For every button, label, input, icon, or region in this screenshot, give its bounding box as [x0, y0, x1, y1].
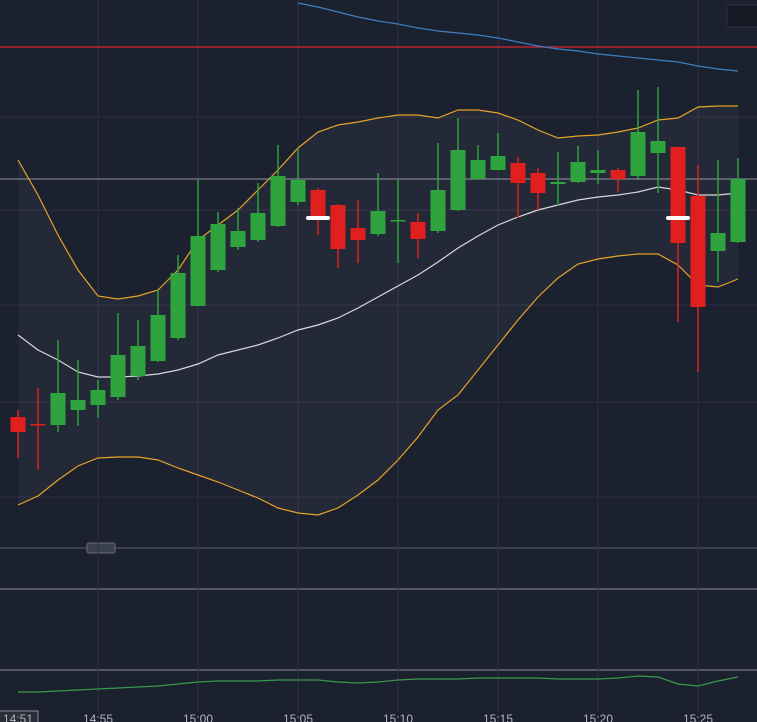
- candle-body: [370, 211, 386, 234]
- candle-body: [590, 170, 606, 173]
- crosshair-label-box: [0, 710, 39, 722]
- candle-body: [70, 400, 86, 410]
- candle-body: [450, 150, 466, 210]
- line-series: [18, 675, 739, 693]
- pane-handle[interactable]: [86, 542, 116, 554]
- candle-body: [610, 170, 626, 179]
- candle-body: [470, 160, 486, 179]
- line-series: [17, 253, 739, 516]
- line-series: [17, 105, 738, 300]
- candle-body: [690, 196, 706, 307]
- line-series: [297, 2, 739, 72]
- x-tick-label: 15:05: [283, 712, 313, 722]
- candle-body: [250, 213, 266, 240]
- x-tick-label: 15:10: [383, 712, 413, 722]
- candle-body: [570, 162, 586, 182]
- x-tick-label: 15:15: [483, 712, 513, 722]
- x-tick-label: 15:25: [683, 712, 713, 722]
- candle-body: [310, 190, 326, 218]
- candle-body: [110, 355, 126, 397]
- candle-body: [550, 182, 566, 184]
- candle-body: [50, 393, 66, 425]
- candle-body: [270, 176, 286, 226]
- x-tick-label: 15:00: [183, 712, 213, 722]
- crosshair-label: 14:51: [3, 712, 33, 722]
- candle-body: [150, 315, 166, 361]
- candle-body: [650, 141, 666, 153]
- candle-body: [130, 346, 146, 376]
- corner-box: [726, 4, 757, 28]
- candle-body: [290, 180, 306, 202]
- candle-body: [710, 233, 726, 251]
- candle-body: [490, 156, 506, 170]
- candle-body: [230, 231, 246, 247]
- candle-body: [670, 147, 686, 243]
- candle-body: [30, 424, 46, 426]
- candle-body: [350, 228, 366, 240]
- candle-body: [210, 224, 226, 270]
- candle-body: [430, 190, 446, 231]
- candle-body: [390, 220, 406, 222]
- candle-body: [170, 273, 186, 338]
- candle-body: [190, 236, 206, 306]
- candle-body: [330, 205, 346, 249]
- candle-body: [90, 390, 106, 405]
- x-tick-label: 15:20: [583, 712, 613, 722]
- candle-body: [530, 173, 546, 193]
- candle-body: [630, 132, 646, 176]
- candle-body: [410, 222, 426, 239]
- candle-body: [730, 179, 746, 242]
- x-tick-label: 14:55: [83, 712, 113, 722]
- candle-body: [510, 163, 526, 183]
- candle-body: [10, 417, 26, 432]
- band-fill: [18, 106, 738, 515]
